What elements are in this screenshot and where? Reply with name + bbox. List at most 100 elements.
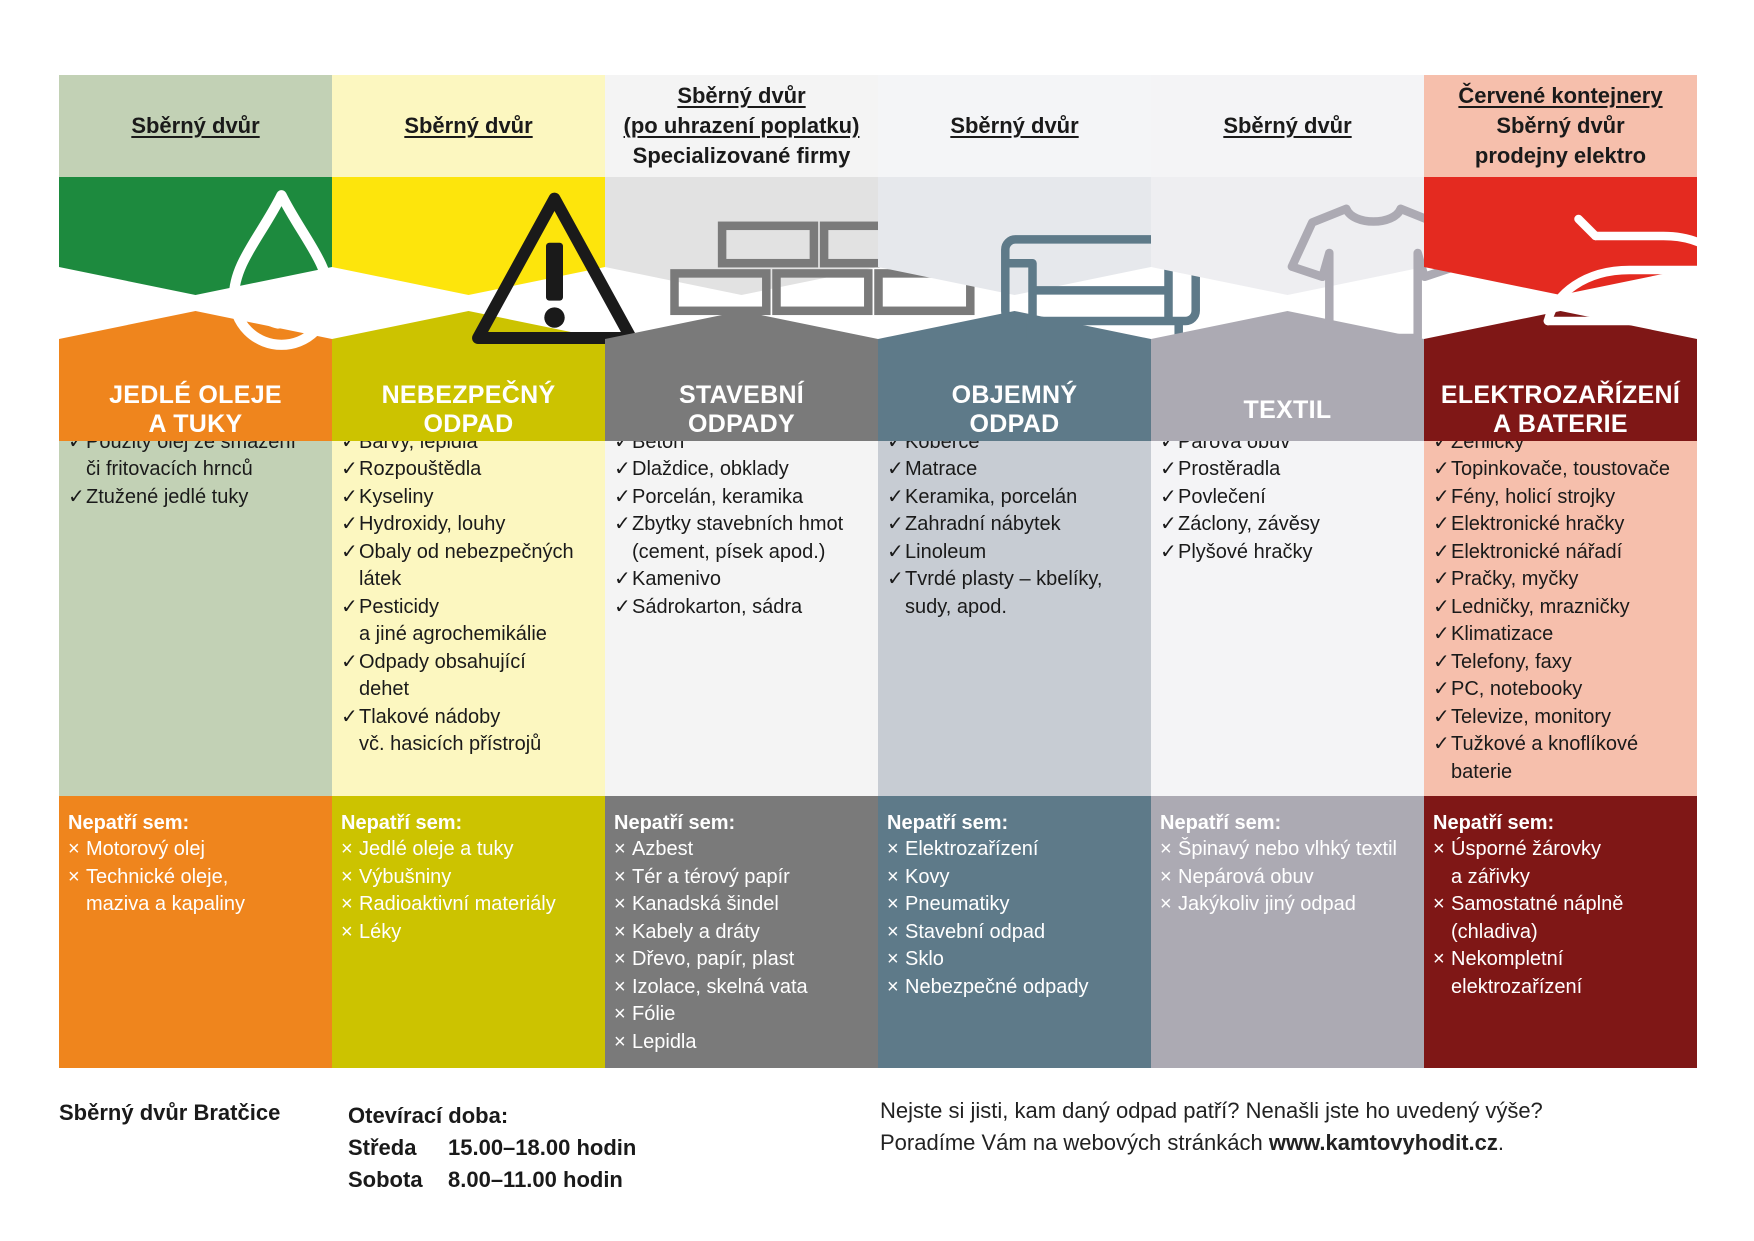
check-icon: ✓: [1433, 568, 1450, 590]
list-item: × Nepárová obuv: [1160, 864, 1416, 892]
list-item: ✓ PC, notebooky: [1433, 676, 1689, 704]
check-icon: ✓: [614, 458, 631, 480]
title-band-shape: [605, 311, 878, 441]
icon-band: [605, 177, 975, 316]
list-item: × Tér a térový papír: [614, 864, 870, 892]
list-item: ✓ Topinkovače, toustovače: [1433, 456, 1689, 484]
title-band-shape: [1424, 311, 1697, 441]
category-column: Patří sem:✓Cihly, tvárnice✓Beton✓Dlaždic…: [605, 75, 975, 1068]
check-icon: ✓: [1160, 485, 1177, 508]
cross-icon: ×: [614, 920, 626, 943]
destination-header: Červené kontejnery Sběrný dvůr prodejny el…: [1424, 75, 1697, 177]
list-item: ✓ Matrace: [887, 456, 1143, 484]
cross-icon: ×: [1160, 838, 1172, 860]
drop-icon: [145, 185, 335, 350]
list-item-text: Samostatné náplně: [1451, 893, 1624, 915]
destination-line: prodejny elektro: [1474, 143, 1647, 168]
list-item: ✓ Klimatizace: [1433, 621, 1689, 649]
check-icon: ✓: [1433, 458, 1450, 480]
list-item: ✓ Kyseliny: [341, 484, 597, 512]
title-band-shape: [1151, 311, 1424, 441]
category-column: Patří sem:✓Čalouněný nábytek✓Koberce✓Mat…: [878, 75, 1200, 1068]
cross-icon: ×: [1433, 838, 1445, 860]
cross-icon: ×: [887, 920, 899, 943]
cross-icon: ×: [341, 893, 353, 915]
check-icon: ✓: [68, 485, 85, 508]
category-title: JEDLÉ OLEJE A TUKY: [59, 379, 332, 441]
list-item-text: Plyšové hračky: [1178, 540, 1313, 563]
list-item-text: Kyseliny: [359, 485, 434, 508]
category-column: Patří sem:✓Vyřazené oblečení✓Párová obuv…: [1151, 75, 1460, 1068]
list-item: vč. hasicích přístrojů: [341, 731, 597, 759]
list-item-text: Odpady obsahující: [359, 650, 526, 673]
list-item-text: Nepárová obuv: [1178, 865, 1314, 888]
not-belong-items: × Azbest × Tér a térový papír × Kanadská šind…: [614, 836, 870, 1056]
list-item-text: Pneumatiky: [905, 893, 1010, 915]
list-item: látek: [341, 566, 597, 594]
list-item-text: Ztužené jedlé tuky: [86, 485, 249, 508]
list-item-text: Sklo: [905, 948, 944, 970]
list-item: elektrozařízení: [1433, 974, 1689, 1002]
list-item-text: Ledničky, mrazničky: [1451, 595, 1630, 618]
cross-icon: ×: [1160, 865, 1172, 888]
list-item: ✓ Dlaždice, obklady: [614, 456, 870, 484]
list-item: ✓ Plyšové hračky: [1160, 539, 1416, 567]
does-not-belong-list: Nepatří sem: × Špinavý nebo vlhký textil × N…: [1151, 796, 1424, 1068]
list-item-text: (chladiva): [1451, 920, 1538, 943]
category-title-line: NEBEZPEČNÝ: [381, 381, 556, 409]
category-title: STAVEBNÍ ODPADY: [605, 379, 878, 441]
does-not-belong-list: Nepatří sem: × Jedlé oleje a tuky × Výbušnin…: [332, 796, 605, 1068]
list-item-text: Jakýkoliv jiný odpad: [1178, 893, 1356, 915]
destination-line: Sběrný dvůr: [1496, 113, 1625, 138]
website-link[interactable]: www.kamtovyhodit.cz: [1268, 1130, 1498, 1155]
does-not-belong-list: Nepatří sem: × Azbest × Tér a térový papír × K…: [605, 796, 878, 1068]
list-item: dehet: [341, 676, 597, 704]
list-item-text: Kovy: [905, 865, 950, 888]
list-item-text: Zahradní nábytek: [905, 513, 1061, 535]
list-item-text: Dlaždice, obklady: [632, 458, 789, 480]
not-belong-items: × Elektrozařízení × Kovy × Pneumatiky × Stavebn…: [887, 836, 1143, 1001]
icon-band: [1151, 177, 1460, 343]
check-icon: ✓: [341, 540, 358, 563]
cross-icon: ×: [614, 893, 626, 915]
list-item-text: baterie: [1451, 760, 1513, 783]
check-icon: ✓: [341, 595, 358, 618]
category-column: Patří sem:✓Kávovary, varné konvice✓Žehli…: [1424, 75, 1750, 1068]
list-item-text: Klimatizace: [1451, 623, 1554, 645]
tshirt-icon: [1237, 185, 1460, 343]
destination-header: Sběrný dvůr: [59, 75, 332, 177]
list-item: × Kovy: [887, 864, 1143, 892]
list-item: ✓ Zahradní nábytek: [887, 511, 1143, 539]
destination-line: Sběrný dvůr: [404, 113, 533, 138]
category-title: ELEKTROZAŘÍZENÍ A BATERIE: [1424, 379, 1697, 441]
list-item-text: Jedlé oleje a tuky: [359, 838, 514, 860]
check-icon: ✓: [1433, 733, 1450, 755]
cross-icon: ×: [614, 948, 626, 970]
check-icon: ✓: [887, 458, 904, 480]
list-item: ✓ Keramika, porcelán: [887, 484, 1143, 512]
check-icon: ✓: [614, 568, 631, 590]
list-item: × Fólie: [614, 1001, 870, 1029]
cross-icon: ×: [68, 838, 80, 860]
list-item: ✓ Kamenivo: [614, 566, 870, 594]
list-item-text: Linoleum: [905, 540, 987, 563]
cross-icon: ×: [614, 1003, 626, 1025]
category-title-line: ODPAD: [423, 410, 514, 438]
check-icon: ✓: [1433, 513, 1450, 535]
list-item: × Kabely a dráty: [614, 919, 870, 947]
category-title-line: ODPAD: [969, 410, 1060, 438]
list-item-text: či fritovacích hrnců: [86, 458, 253, 480]
list-item-text: Léky: [359, 920, 402, 943]
icon-band: [1424, 177, 1750, 326]
list-item: × Kanadská šindel: [614, 891, 870, 919]
list-item-text: Sádrokarton, sádra: [632, 595, 803, 618]
list-item: (chladiva): [1433, 919, 1689, 947]
check-icon: ✓: [1160, 540, 1177, 563]
list-item-text: Pesticidy: [359, 595, 440, 618]
list-item: baterie: [1433, 759, 1689, 787]
list-item: ✓ Tlakové nádoby: [341, 704, 597, 732]
list-item: a zářivky: [1433, 864, 1689, 892]
list-item: ✓ Pesticidy: [341, 594, 597, 622]
collection-yard-name: Sběrný dvůr Bratčice: [59, 1100, 281, 1125]
destination-line: (po uhrazení poplatku): [623, 113, 860, 138]
